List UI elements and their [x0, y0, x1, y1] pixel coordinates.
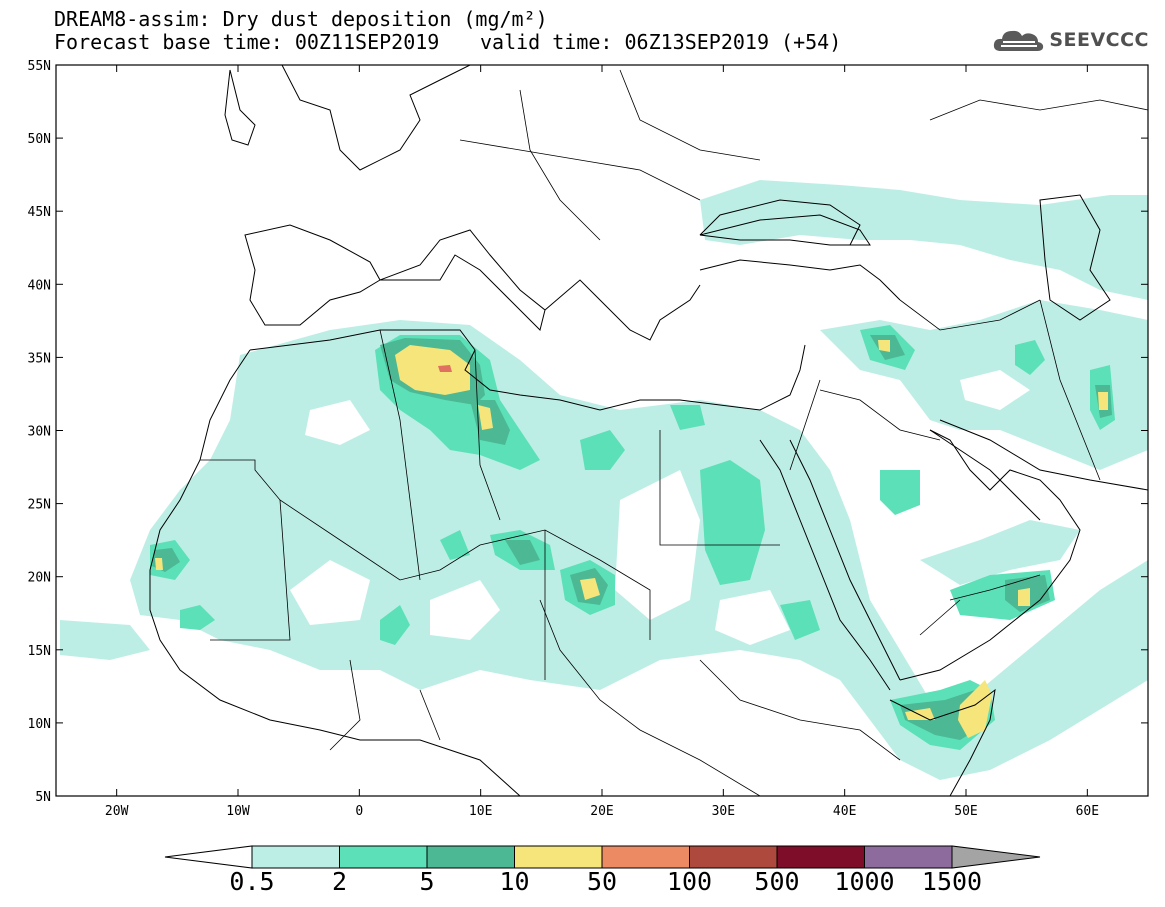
lat-tick-label: 40N [28, 278, 51, 293]
cloud-logo-icon [994, 30, 1044, 51]
lon-tick-label: 40E [833, 804, 856, 819]
logo-text: SEEVCCC [1049, 29, 1149, 51]
lat-tick-label: 30N [28, 425, 51, 440]
lon-tick-label: 20E [590, 804, 613, 819]
colorbar-swatch [601, 845, 690, 869]
map-title: DREAM8-assim: Dry dust deposition (mg/m²… [54, 7, 548, 31]
lon-tick-label: 60E [1076, 804, 1099, 819]
lat-tick-label: 5N [35, 790, 51, 805]
colorbar-label: 0.5 [229, 867, 275, 896]
colorbar-label: 50 [586, 867, 618, 896]
lon-tick-label: 50E [954, 804, 977, 819]
colorbar-swatch [689, 845, 778, 869]
lon-tick-label: 30E [712, 804, 735, 819]
lon-tick-label: 10W [226, 804, 250, 819]
colorbar-label: 2 [331, 867, 348, 896]
colorbar-label: 10 [499, 867, 530, 896]
colorbar-swatch [339, 845, 428, 869]
colorbar-label: 500 [754, 867, 800, 896]
lat-tick-label: 50N [28, 132, 51, 147]
colorbar-swatch [426, 845, 515, 869]
lat-tick-label: 35N [28, 351, 51, 366]
colorbar-swatch [776, 845, 865, 869]
colorbar-swatch [251, 845, 340, 869]
coastlines [149, 65, 1148, 796]
axis-ticks: 20W 10W 0 10E 20E 30E 40E 50E 60E 55N 50N 45N 40N 35N… [28, 59, 1148, 819]
colorbar-label: 1000 [834, 867, 895, 896]
lat-tick-label: 15N [28, 644, 51, 659]
colorbar-swatch [514, 845, 603, 869]
colorbar-under-arrow [164, 845, 253, 869]
seevccc-logo: SEEVCCC [993, 27, 1149, 53]
lat-tick-label: 20N [28, 571, 51, 586]
lat-tick-label: 25N [28, 498, 51, 513]
lat-tick-label: 45N [28, 205, 51, 220]
forecast-base-time: Forecast base time: 00Z11SEP2019 [54, 30, 440, 54]
lon-tick-label: 20W [105, 804, 129, 819]
valid-time: valid time: 06Z13SEP2019 (+54) [480, 30, 842, 54]
colorbar-label: 100 [666, 867, 713, 896]
colorbar-over-arrow [951, 845, 1041, 869]
lon-tick-label: 10E [469, 804, 492, 819]
colorbar-swatch [864, 845, 953, 869]
colorbar-label: 5 [419, 867, 435, 896]
lat-tick-label: 55N [28, 59, 51, 74]
colorbar-label: 1500 [921, 867, 983, 896]
lon-tick-label: 0 [355, 804, 363, 819]
lat-tick-label: 10N [28, 717, 51, 732]
